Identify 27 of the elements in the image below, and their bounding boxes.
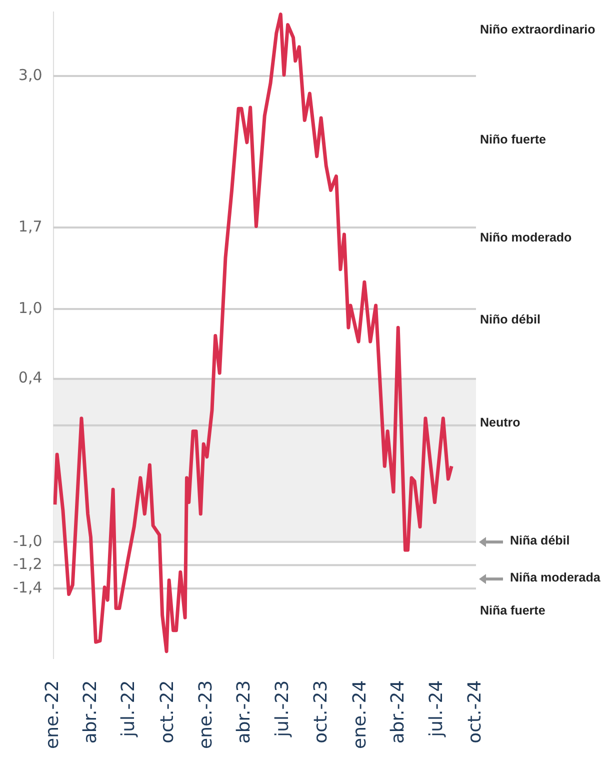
x-tick-label: ene.-22 <box>42 680 63 750</box>
x-tick-label: ene.-24 <box>349 680 370 750</box>
text: Niña moderada <box>510 570 602 584</box>
x-tick-label: oct.-22 <box>156 680 178 744</box>
text: Niña fuerte <box>480 603 546 618</box>
text: Niño fuerte <box>480 132 546 146</box>
text: Neutro <box>480 415 521 430</box>
y-tick-label: 1,7 <box>18 217 42 236</box>
x-tick-label: abr.-22 <box>80 680 101 744</box>
x-tick-label: oct.-24 <box>464 680 486 744</box>
y-tick-label: 3,0 <box>18 66 42 84</box>
y-tick-label: -1,0 <box>12 532 42 550</box>
text: Niño moderado <box>480 230 572 244</box>
y-tick-label: 0,4 <box>18 368 42 387</box>
x-tick-label: jul.-22 <box>118 680 140 738</box>
text: Niño extraordinario <box>480 22 596 36</box>
text: Niño débil <box>480 312 540 326</box>
y-tick-label: -1,4 <box>12 578 42 596</box>
x-tick-label: jul.-24 <box>426 680 447 738</box>
x-tick-label: abr.-23 <box>234 680 255 744</box>
y-tick-label: -1,2 <box>12 555 42 574</box>
x-tick-label: jul.-23 <box>272 680 293 738</box>
x-tick-label: ene.-23 <box>196 680 217 750</box>
x-tick-label: oct.-23 <box>310 680 332 744</box>
text: Niña débil <box>510 533 570 548</box>
y-tick-label: 1,0 <box>18 298 42 317</box>
x-tick-label: abr.-24 <box>388 680 409 744</box>
